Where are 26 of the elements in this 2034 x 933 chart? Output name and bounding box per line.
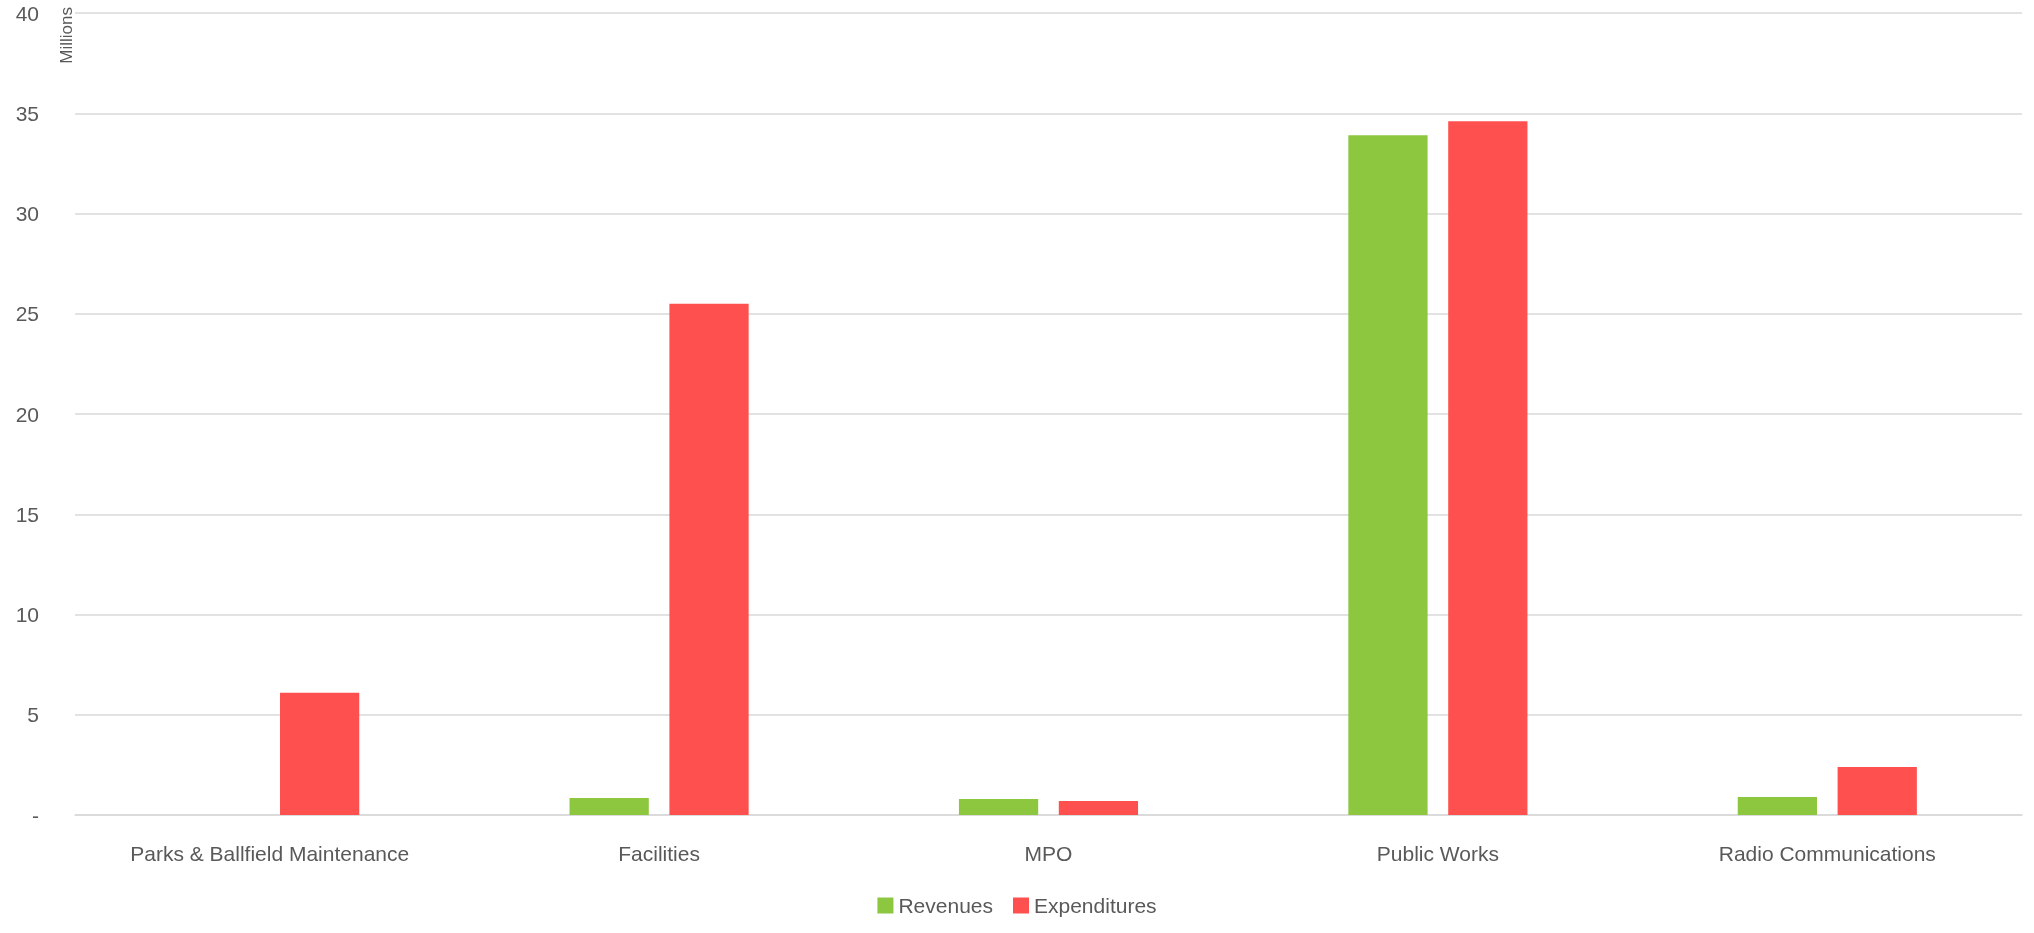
x-tick-label: Public Works	[1376, 842, 1499, 865]
bar	[1448, 121, 1528, 815]
x-tick-label: MPO	[1024, 842, 1073, 865]
y-axis-title: Millions	[57, 7, 76, 64]
y-tick-label: 25	[15, 302, 39, 326]
y-tick-label: 40	[15, 1, 39, 25]
bar	[569, 797, 649, 815]
legend-label: Expenditures	[1033, 894, 1157, 917]
x-tick-label: Parks & Ballfield Maintenance	[130, 842, 410, 865]
x-tick-label: Facilities	[618, 842, 700, 865]
y-tick-label: 15	[15, 502, 39, 526]
y-tick-label: 30	[15, 202, 39, 225]
bar	[1058, 800, 1139, 815]
legend-label: Revenues	[898, 894, 993, 917]
y-tick-label: 35	[15, 101, 39, 125]
bar	[958, 798, 1039, 815]
y-tick-label: 20	[15, 402, 39, 426]
bar	[1348, 135, 1428, 815]
y-tick-label: 10	[15, 603, 39, 626]
bar	[1737, 796, 1817, 815]
bar	[280, 692, 360, 815]
y-tick-label: 5	[27, 703, 39, 727]
x-tick-label: Radio Communications	[1718, 842, 1936, 865]
y-tick-label: -	[32, 803, 39, 827]
bar	[1837, 766, 1917, 815]
bar	[669, 303, 749, 815]
